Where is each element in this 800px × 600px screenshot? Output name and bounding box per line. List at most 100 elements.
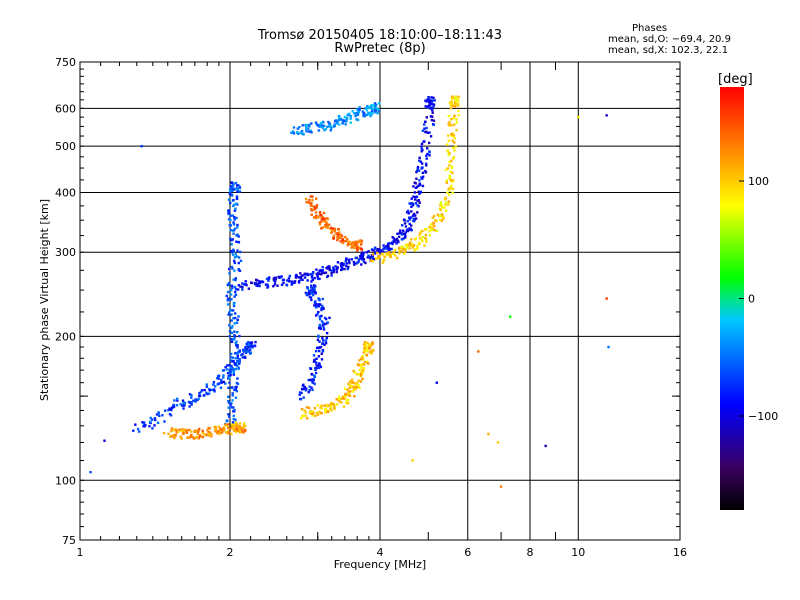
- data-point: [448, 124, 451, 127]
- data-point: [370, 248, 374, 251]
- data-point: [339, 240, 342, 243]
- data-point: [231, 214, 234, 217]
- data-point: [310, 274, 314, 278]
- data-point: [361, 251, 364, 254]
- data-point: [397, 235, 401, 239]
- data-point: [324, 221, 328, 224]
- data-point: [315, 361, 318, 364]
- data-point: [341, 121, 344, 124]
- data-point: [229, 189, 232, 193]
- data-point: [208, 392, 211, 395]
- data-point: [425, 238, 428, 241]
- data-point: [299, 276, 302, 279]
- y-tick-label: 200: [55, 330, 76, 343]
- data-point: [349, 115, 353, 118]
- data-point: [234, 428, 237, 431]
- data-point: [448, 177, 451, 181]
- data-point: [403, 232, 407, 236]
- data-point: [248, 346, 252, 349]
- data-point: [457, 99, 460, 103]
- data-point: [234, 367, 238, 371]
- data-point: [234, 423, 237, 426]
- data-point: [201, 435, 205, 439]
- data-point: [318, 326, 321, 330]
- data-point: [345, 398, 349, 401]
- phases-heading: Phases: [632, 23, 668, 34]
- data-point: [314, 121, 318, 124]
- data-point: [353, 246, 356, 250]
- data-point: [232, 359, 235, 363]
- data-point: [321, 226, 325, 229]
- y-tick-label: 600: [55, 102, 76, 115]
- data-point: [236, 288, 240, 291]
- data-point: [232, 229, 236, 232]
- data-point: [452, 134, 455, 137]
- data-point: [425, 154, 428, 157]
- data-point: [287, 280, 291, 283]
- data-point: [445, 143, 449, 146]
- data-point: [428, 234, 431, 237]
- data-point: [325, 266, 328, 270]
- data-point: [170, 406, 174, 410]
- data-point: [217, 429, 220, 433]
- data-point: [414, 195, 417, 199]
- data-point: [358, 255, 362, 258]
- data-point: [333, 227, 336, 231]
- data-point: [258, 280, 261, 283]
- data-point: [304, 387, 308, 390]
- data-point: [310, 410, 313, 414]
- data-point: [317, 304, 321, 308]
- data-point: [214, 428, 217, 432]
- data-point: [237, 184, 240, 187]
- data-point: [236, 233, 239, 236]
- data-point: [316, 338, 320, 342]
- data-point: [371, 253, 375, 256]
- data-point: [451, 191, 454, 195]
- data-point: [414, 182, 417, 185]
- data-point: [236, 344, 239, 347]
- data-point: [453, 149, 456, 152]
- data-point: [241, 285, 244, 289]
- data-point: [192, 399, 195, 402]
- data-point: [208, 427, 212, 430]
- data-point: [230, 425, 233, 428]
- data-point: [414, 237, 418, 240]
- data-point: [163, 409, 167, 412]
- data-point: [499, 485, 503, 488]
- data-point: [361, 355, 365, 358]
- data-point: [315, 346, 319, 350]
- data-point: [233, 388, 236, 392]
- data-point: [290, 282, 294, 285]
- data-point: [309, 273, 312, 276]
- data-point: [234, 181, 238, 185]
- data-point: [427, 141, 431, 145]
- data-point: [308, 385, 311, 388]
- data-point: [190, 403, 193, 406]
- data-point: [260, 280, 264, 283]
- data-point: [411, 459, 414, 462]
- data-point: [333, 124, 337, 128]
- data-point: [181, 428, 184, 431]
- data-point: [234, 341, 237, 345]
- data-point: [318, 272, 321, 276]
- data-point: [306, 286, 310, 290]
- data-point: [383, 258, 386, 262]
- data-point: [408, 241, 412, 244]
- data-point: [316, 312, 319, 316]
- data-point: [148, 425, 151, 428]
- data-point: [194, 400, 197, 403]
- data-point: [322, 321, 325, 325]
- data-point: [210, 388, 214, 392]
- data-point: [326, 224, 329, 227]
- data-point: [229, 366, 232, 369]
- data-point: [360, 243, 363, 246]
- data-point: [305, 124, 308, 128]
- data-point: [357, 384, 360, 387]
- data-point: [305, 126, 308, 130]
- data-point: [303, 409, 306, 412]
- y-tick-label: 100: [55, 474, 76, 487]
- data-point: [198, 435, 202, 438]
- data-point: [197, 430, 200, 433]
- data-point: [228, 415, 231, 418]
- data-point: [405, 246, 409, 249]
